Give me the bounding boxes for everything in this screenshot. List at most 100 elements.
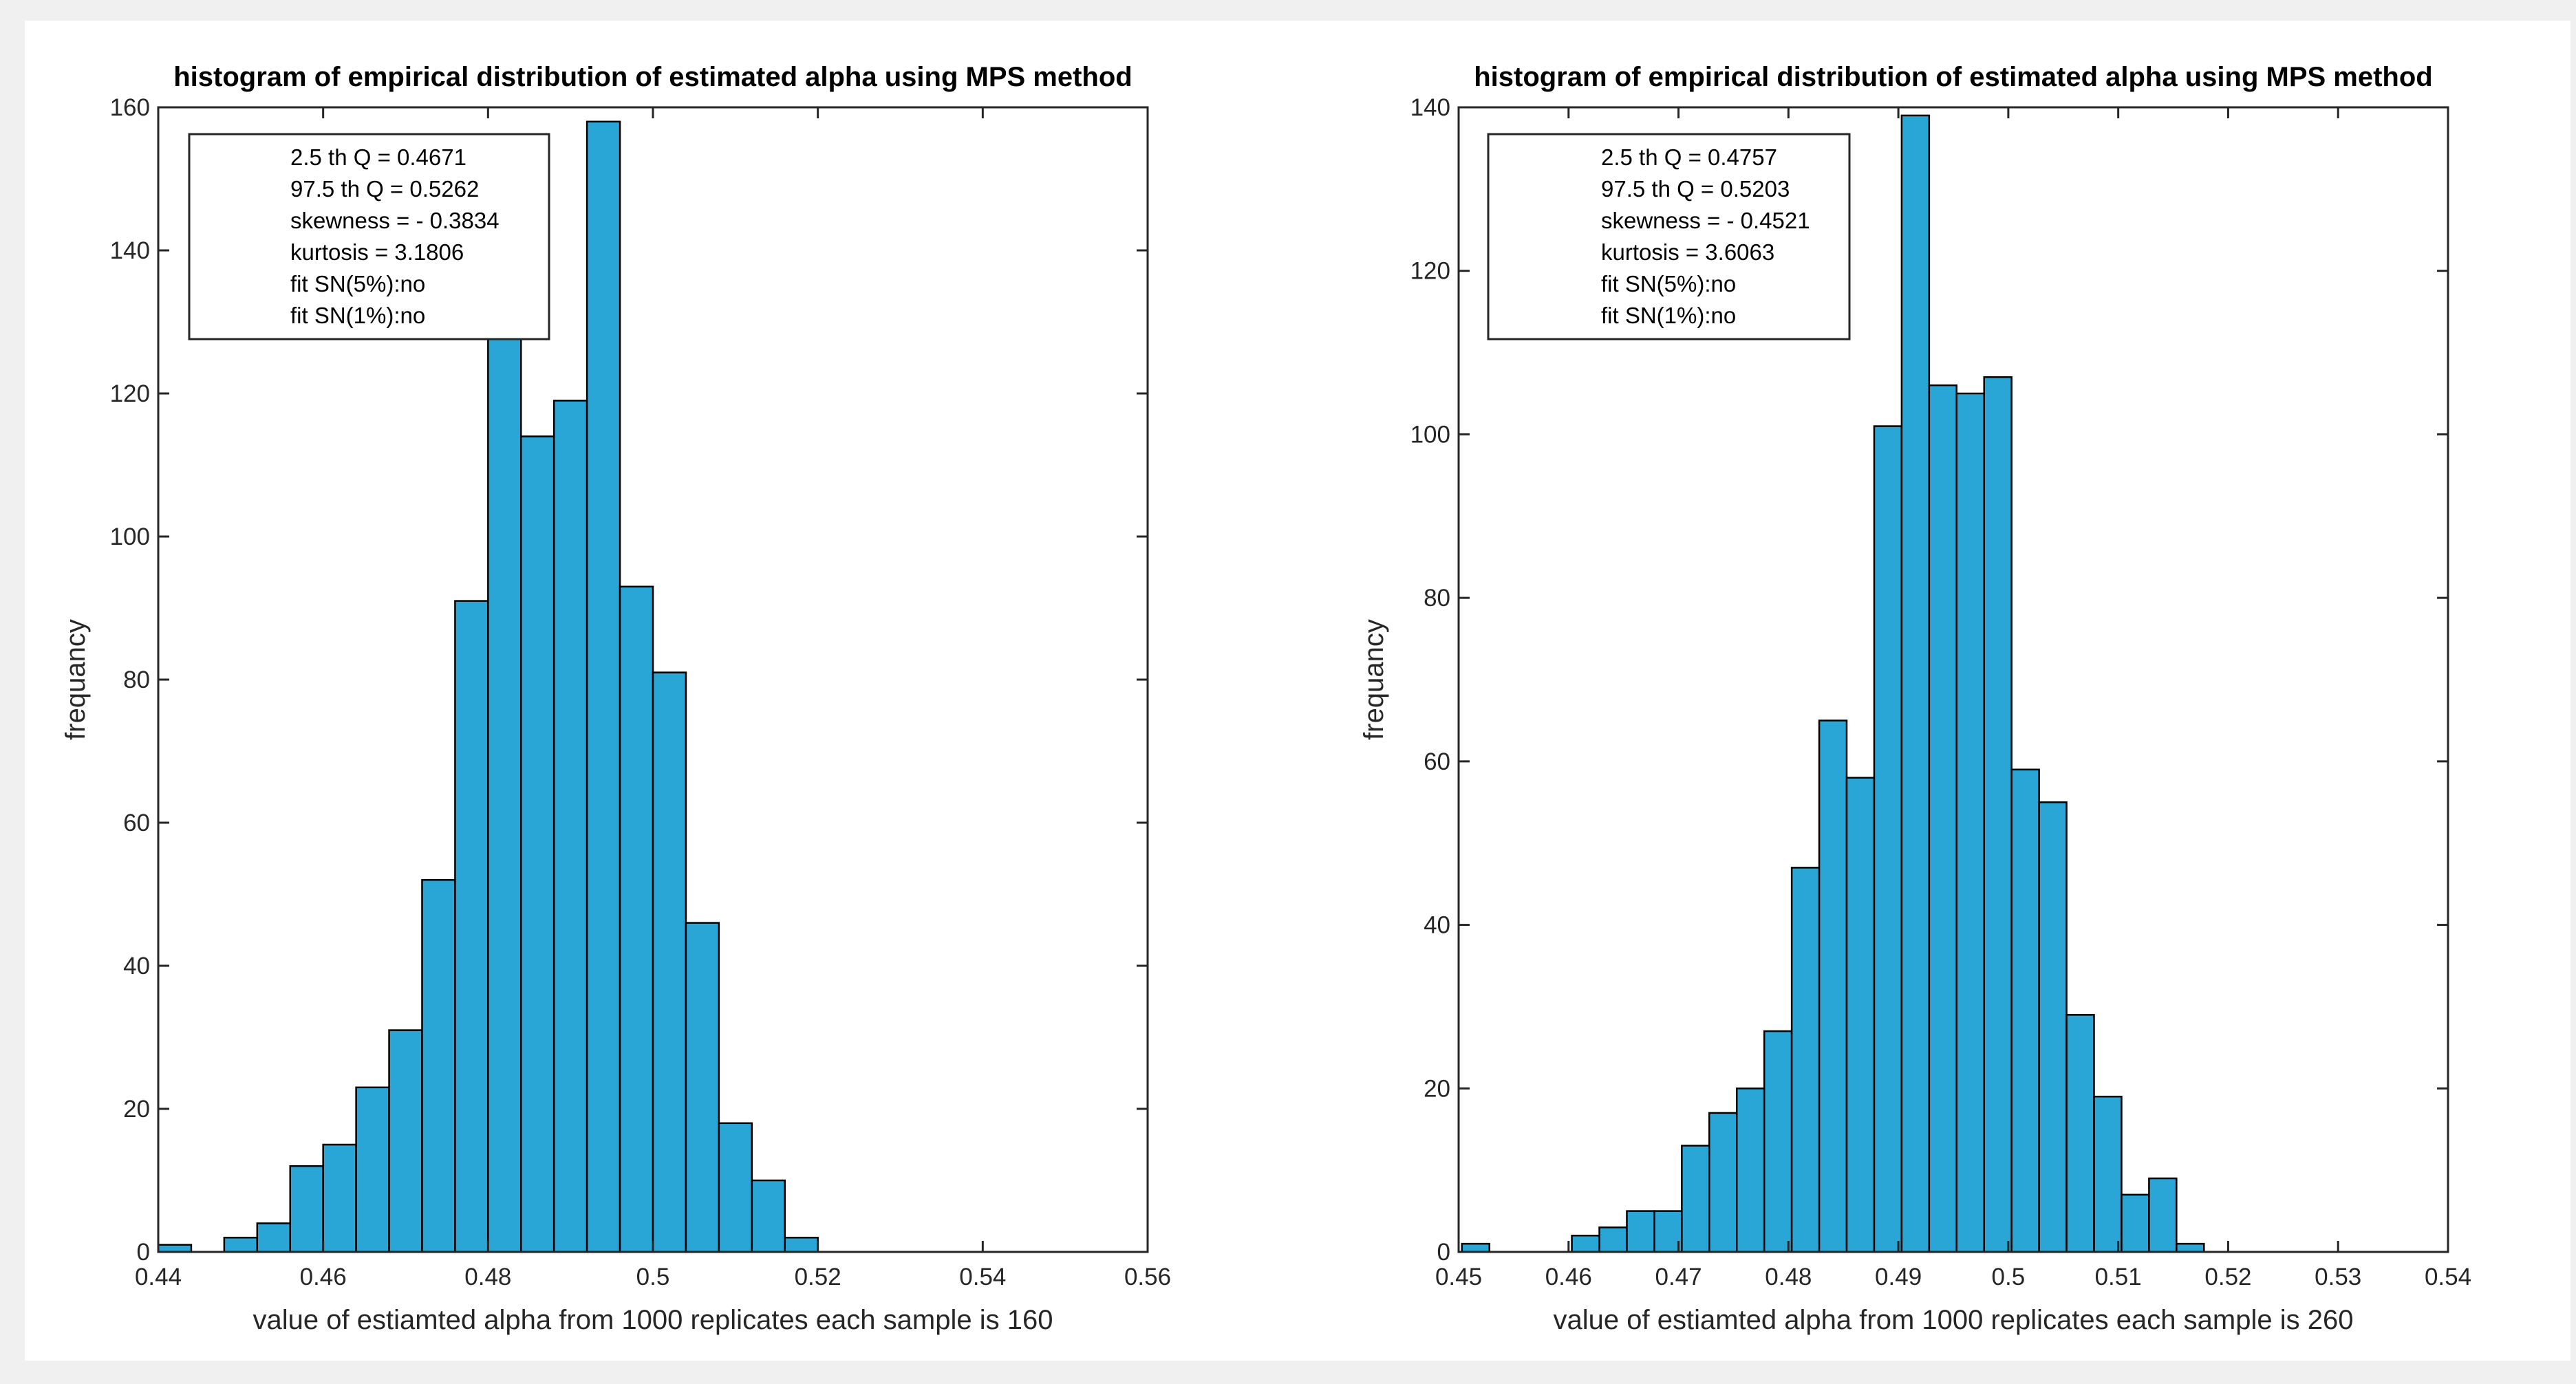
- histogram-bar: [355, 1086, 390, 1253]
- histogram-bar: [751, 1179, 786, 1253]
- histogram-bar: [2010, 768, 2040, 1253]
- histogram-bar: [487, 335, 522, 1253]
- legend-frame: [188, 133, 550, 340]
- x-axis-label: value of estiamted alpha from 1000 repli…: [253, 1305, 1053, 1335]
- x-axis-label: value of estiamted alpha from 1000 repli…: [1554, 1305, 2354, 1335]
- y-tick-label: 60: [123, 810, 150, 836]
- x-tick-label: 0.48: [1765, 1264, 1812, 1290]
- legend-frame: [1487, 133, 1851, 340]
- legend-line-q975: 97.5 th Q = 0.5262: [290, 176, 479, 202]
- y-tick-label: 140: [1410, 94, 1450, 121]
- histogram-bar: [520, 435, 555, 1253]
- legend-line-skewness: skewness = - 0.3834: [290, 208, 500, 233]
- histogram-bar: [1461, 1242, 1490, 1253]
- x-tick-label: 0.51: [2095, 1264, 2142, 1290]
- histogram-bar: [1571, 1234, 1600, 1253]
- legend-line-fit-5: fit SN(5%):no: [290, 271, 425, 296]
- y-tick-label: 140: [110, 237, 150, 264]
- y-tick-label: 80: [1424, 585, 1450, 612]
- x-tick-label: 0.54: [2425, 1264, 2471, 1290]
- histogram-bar: [1845, 777, 1876, 1253]
- x-tick-label: 0.54: [959, 1264, 1006, 1290]
- histogram-bar: [619, 585, 654, 1253]
- legend-line-fit-1: fit SN(1%):no: [290, 303, 425, 328]
- x-tick-label: 0.45: [1435, 1264, 1482, 1290]
- histogram-bar: [421, 878, 456, 1253]
- histogram-bar: [322, 1143, 357, 1253]
- x-tick-label: 0.47: [1655, 1264, 1702, 1290]
- histogram-bar: [1598, 1226, 1628, 1253]
- x-tick-label: 0.5: [636, 1264, 670, 1290]
- histogram-bar: [1763, 1030, 1793, 1253]
- histogram-bar: [718, 1122, 753, 1253]
- y-tick-label: 80: [123, 667, 150, 693]
- y-tick-label: 100: [110, 523, 150, 550]
- y-tick-label: 120: [1410, 258, 1450, 285]
- histogram-bar: [1873, 425, 1903, 1253]
- y-tick-label: 120: [110, 380, 150, 407]
- ticks-group: 0.45 0.46 0.47 0.48 0.49 0.5 0.51 0.52 0.53 0.54 0…: [1410, 94, 2471, 1290]
- histogram-bar: [1900, 114, 1931, 1253]
- histogram-bar: [552, 400, 588, 1253]
- y-tick-label: 40: [1424, 912, 1450, 939]
- legend-line-kurtosis: kurtosis = 3.6063: [1601, 239, 1774, 265]
- legend-line-q025: 2.5 th Q = 0.4671: [290, 144, 466, 170]
- histogram-bar: [586, 120, 621, 1253]
- x-tick-label: 0.48: [464, 1264, 511, 1290]
- histogram-bar: [223, 1236, 259, 1253]
- y-tick-label: 60: [1424, 748, 1450, 775]
- x-tick-label: 0.44: [135, 1264, 182, 1290]
- x-tick-label: 0.49: [1875, 1264, 1922, 1290]
- histogram-bar: [388, 1029, 423, 1253]
- y-tick-label: 20: [123, 1096, 150, 1123]
- chart-title: histogram of empirical distribution of e…: [1474, 62, 2432, 92]
- x-tick-label: 0.52: [2204, 1264, 2251, 1290]
- stats-legend-box: 2.5 th Q = 0.4757 97.5 th Q = 0.5203 ske…: [1487, 133, 1851, 340]
- x-tick-label: 0.52: [795, 1264, 841, 1290]
- histogram-bar: [2176, 1242, 2205, 1253]
- legend-line-skewness: skewness = - 0.4521: [1601, 208, 1810, 233]
- stats-legend-box: 2.5 th Q = 0.4671 97.5 th Q = 0.5262 ske…: [188, 133, 550, 340]
- histogram-bar: [2065, 1014, 2095, 1253]
- ticks-group: 0.44 0.46 0.48 0.5 0.52 0.54 0.56 0 20 40 60 80 100 1…: [110, 94, 1171, 1290]
- histogram-bar: [652, 671, 687, 1253]
- y-axis-label: frequancy: [61, 619, 91, 740]
- histogram-bar: [157, 1244, 193, 1253]
- chart-title: histogram of empirical distribution of e…: [173, 62, 1132, 92]
- legend-line-kurtosis: kurtosis = 3.1806: [290, 239, 464, 265]
- x-tick-label: 0.56: [1124, 1264, 1171, 1290]
- histogram-bar: [685, 922, 720, 1253]
- y-tick-label: 20: [1424, 1075, 1450, 1102]
- x-tick-label: 0.5: [1992, 1264, 2026, 1290]
- x-tick-label: 0.46: [300, 1264, 347, 1290]
- histogram-bar: [2121, 1193, 2150, 1253]
- legend-line-fit-5: fit SN(5%):no: [1601, 271, 1736, 296]
- histogram-bar: [1818, 720, 1848, 1253]
- legend-line-fit-1: fit SN(1%):no: [1601, 303, 1736, 328]
- histogram-panel-right: 0.45 0.46 0.47 0.48 0.49 0.5 0.51 0.52 0.53 0.54 0…: [1359, 62, 2471, 1335]
- histogram-bar: [1955, 392, 1985, 1253]
- histogram-bar: [454, 600, 489, 1253]
- histogram-bar: [1626, 1210, 1655, 1253]
- y-tick-label: 40: [123, 953, 150, 980]
- y-tick-label: 100: [1410, 421, 1450, 448]
- histogram-bar: [1735, 1088, 1765, 1253]
- histogram-bar: [1928, 384, 1958, 1253]
- histogram-bar: [1708, 1112, 1738, 1253]
- x-tick-label: 0.46: [1545, 1264, 1592, 1290]
- axes-box: [1457, 106, 2449, 1253]
- histogram-bar: [2093, 1095, 2123, 1253]
- y-axis-label: frequancy: [1359, 619, 1389, 740]
- legend-line-q975: 97.5 th Q = 0.5203: [1601, 176, 1790, 202]
- axes-box: [157, 106, 1149, 1253]
- histogram-bar: [1983, 376, 2012, 1253]
- y-tick-label: 160: [110, 94, 150, 121]
- histogram-bar: [2148, 1177, 2178, 1253]
- histogram-bar: [256, 1222, 291, 1253]
- histogram-bar: [2038, 801, 2068, 1253]
- y-tick-label: 0: [1437, 1239, 1450, 1266]
- histogram-bar: [289, 1165, 324, 1253]
- legend-line-q025: 2.5 th Q = 0.4757: [1601, 144, 1777, 170]
- y-tick-label: 0: [137, 1239, 150, 1266]
